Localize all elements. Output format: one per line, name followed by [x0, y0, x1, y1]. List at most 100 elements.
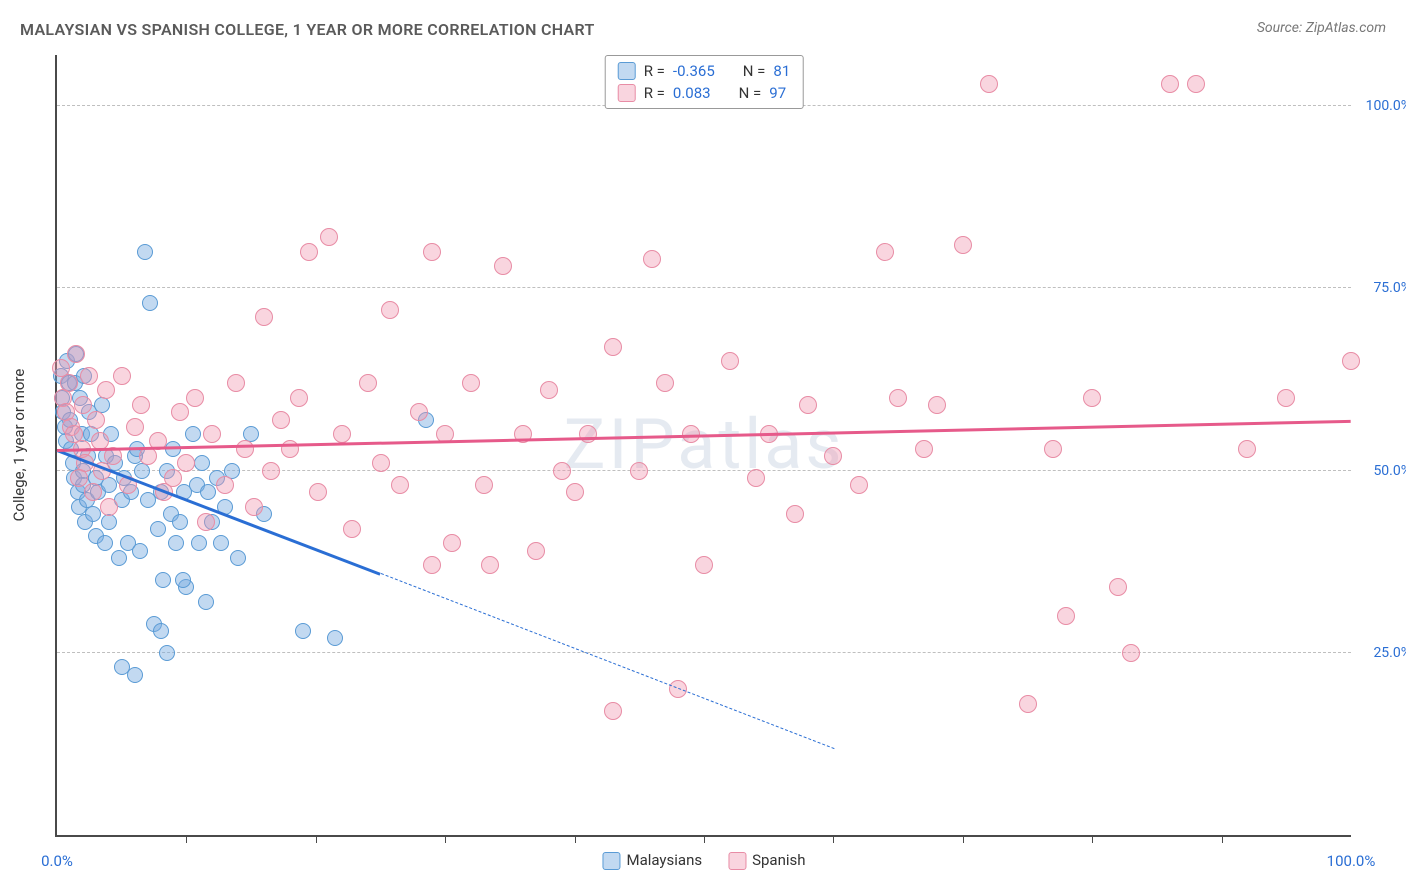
scatter-point [494, 257, 512, 275]
scatter-point [172, 514, 188, 530]
scatter-point [198, 594, 214, 610]
scatter-point [1187, 75, 1205, 93]
scatter-point [126, 418, 144, 436]
scatter-point [1238, 440, 1256, 458]
scatter-point [132, 396, 150, 414]
scatter-point [245, 498, 263, 516]
scatter-point [481, 556, 499, 574]
scatter-point [721, 352, 739, 370]
y-tick-label: 50.0% [1373, 463, 1406, 479]
scatter-point [87, 411, 105, 429]
scatter-point [197, 513, 215, 531]
scatter-point [333, 425, 351, 443]
scatter-point [1277, 389, 1295, 407]
scatter-point [579, 425, 597, 443]
scatter-point [443, 534, 461, 552]
y-tick-label: 75.0% [1373, 280, 1406, 296]
scatter-point [132, 543, 148, 559]
scatter-point [423, 243, 441, 261]
x-tick [316, 835, 317, 843]
x-tick [1222, 835, 1223, 843]
scatter-point [164, 469, 182, 487]
scatter-point [1342, 352, 1360, 370]
legend-stat-row: R =0.083N =97 [618, 84, 791, 102]
scatter-point [786, 505, 804, 523]
y-grid-line [57, 287, 1351, 288]
scatter-point [97, 535, 113, 551]
scatter-point [230, 550, 246, 566]
scatter-point [475, 476, 493, 494]
legend-N-label: N = [739, 84, 762, 102]
trend-line [380, 573, 833, 749]
scatter-point [462, 374, 480, 392]
scatter-point [1122, 644, 1140, 662]
plot-area: 25.0%50.0%75.0%100.0% [57, 55, 1351, 835]
scatter-point [216, 476, 234, 494]
scatter-point [320, 228, 338, 246]
scatter-point [194, 455, 210, 471]
scatter-point [290, 389, 308, 407]
legend-stats: R =-0.365N =81R =0.083N =97 [605, 55, 804, 109]
scatter-point [168, 535, 184, 551]
scatter-point [876, 243, 894, 261]
scatter-point [915, 440, 933, 458]
scatter-point [272, 411, 290, 429]
scatter-point [85, 506, 101, 522]
legend-swatch [602, 852, 620, 870]
scatter-point [100, 498, 118, 516]
scatter-point [747, 469, 765, 487]
scatter-point [213, 535, 229, 551]
scatter-point [372, 454, 390, 472]
legend-R-label: R = [644, 84, 665, 102]
scatter-point [300, 243, 318, 261]
legend-R-value: 0.083 [673, 84, 711, 102]
scatter-point [177, 454, 195, 472]
scatter-point [74, 396, 92, 414]
scatter-point [1057, 607, 1075, 625]
x-axis-max-label: 100.0% [1327, 852, 1376, 870]
scatter-point [137, 244, 153, 260]
legend-swatch [728, 852, 746, 870]
scatter-point [200, 484, 216, 500]
scatter-point [343, 520, 361, 538]
scatter-point [540, 381, 558, 399]
scatter-point [186, 389, 204, 407]
scatter-point [1109, 578, 1127, 596]
scatter-point [262, 462, 280, 480]
x-tick [186, 835, 187, 843]
scatter-point [359, 374, 377, 392]
scatter-point [850, 476, 868, 494]
scatter-point [227, 374, 245, 392]
scatter-point [1161, 75, 1179, 93]
scatter-point [410, 403, 428, 421]
scatter-point [142, 295, 158, 311]
scatter-point [67, 345, 85, 363]
scatter-point [175, 572, 191, 588]
scatter-point [255, 308, 273, 326]
y-tick-label: 100.0% [1366, 98, 1406, 114]
scatter-point [60, 374, 78, 392]
chart-title: MALAYSIAN VS SPANISH COLLEGE, 1 YEAR OR … [20, 20, 595, 39]
scatter-point [553, 462, 571, 480]
scatter-point [527, 542, 545, 560]
scatter-point [281, 440, 299, 458]
scatter-point [604, 338, 622, 356]
scatter-point [391, 476, 409, 494]
scatter-point [84, 483, 102, 501]
scatter-point [566, 483, 584, 501]
x-tick [833, 835, 834, 843]
scatter-point [928, 396, 946, 414]
x-tick [1092, 835, 1093, 843]
x-axis-min-label: 0.0% [41, 852, 73, 870]
scatter-point [327, 630, 343, 646]
legend-swatch [618, 62, 636, 80]
x-tick [963, 835, 964, 843]
scatter-point [80, 367, 98, 385]
scatter-point [630, 462, 648, 480]
scatter-point [191, 535, 207, 551]
scatter-point [97, 381, 115, 399]
scatter-point [799, 396, 817, 414]
scatter-point [127, 667, 143, 683]
legend-stat-row: R =-0.365N =81 [618, 62, 791, 80]
legend-N-value: 81 [773, 62, 790, 80]
